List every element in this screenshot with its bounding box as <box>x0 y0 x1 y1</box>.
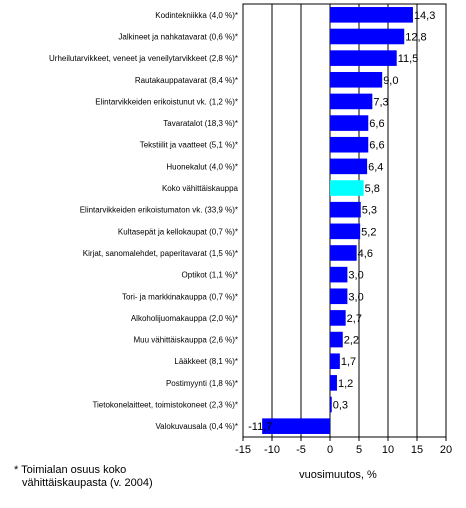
category-label: Elintarvikkeiden erikoistunut vk. (1,2 %… <box>95 97 238 106</box>
bar <box>330 288 348 305</box>
bar <box>330 223 361 240</box>
bar <box>330 245 357 261</box>
plot-frame <box>242 3 447 438</box>
bar <box>330 375 337 391</box>
bar <box>330 136 369 153</box>
category-label: Lääkkeet (8,1 %)* <box>174 357 238 366</box>
bar <box>330 71 383 88</box>
x-tick-label: -10 <box>264 444 280 456</box>
category-label: Elintarvikkeiden erikoistumaton vk. (33,… <box>80 206 238 215</box>
x-tick-label: 20 <box>440 444 452 456</box>
bar <box>330 50 397 66</box>
data-label: 12,8 <box>405 31 426 43</box>
data-label: 4,6 <box>358 248 373 260</box>
category-label: Kodintekniikka (4,0 %)* <box>155 11 238 20</box>
category-label: Alkoholijuomakauppa (2,0 %)* <box>131 314 238 323</box>
category-labels: Kodintekniikka (4,0 %)* Jalkineet ja nahk… <box>49 11 239 431</box>
bar <box>330 353 340 370</box>
data-label: 3,0 <box>348 270 363 282</box>
footnote-line-2: vähittäiskaupasta (v. 2004) <box>22 477 153 489</box>
bar <box>330 396 332 413</box>
category-label: Koko vähittäiskauppa <box>162 184 239 193</box>
bar <box>330 266 348 283</box>
bar <box>330 115 369 131</box>
data-label: 3,0 <box>348 291 363 303</box>
category-label: Muu vähittäiskauppa (2,6 %)* <box>134 336 239 345</box>
data-label: 1,2 <box>338 378 353 390</box>
data-label: 9,0 <box>383 75 398 87</box>
data-label: 5,3 <box>362 205 377 217</box>
bar <box>330 158 368 175</box>
x-tick-label: 5 <box>356 444 362 456</box>
footnote: * Toimialan osuus koko vähittäiskaupasta… <box>14 464 153 490</box>
x-tick-label: -5 <box>296 444 306 456</box>
category-label: Huonekalut (4,0 %)* <box>166 162 238 171</box>
data-label: 5,2 <box>361 226 376 238</box>
data-label: 0,3 <box>333 400 348 412</box>
bar <box>330 180 364 196</box>
x-axis-title: vuosimuutos, % <box>299 469 377 481</box>
data-label: 1,7 <box>341 356 356 368</box>
value-labels: 14,3 12,8 11,59,0 7,3 6,6 6,6 6,4 5,8 5,3 5,2 4,6 3… <box>248 10 435 433</box>
category-label: Tekstiilit ja vaatteet (5,1 %)* <box>140 141 238 150</box>
category-label: Urheilutarvikkeet, veneet ja veneilytarv… <box>49 54 238 63</box>
category-label: Tietokonelaitteet, toimistokoneet (2,3 %… <box>92 401 238 410</box>
data-label: 11,5 <box>398 53 419 65</box>
data-label: 7,3 <box>373 96 388 108</box>
x-tick-label: 10 <box>382 444 394 456</box>
gridlines <box>242 3 447 438</box>
x-axis: -15 -10 -5 0 5 10 15 20 <box>235 437 452 456</box>
x-tick-label: 0 <box>327 444 333 456</box>
category-label: Kultasepät ja kellokaupat (0,7 %)* <box>118 227 238 236</box>
x-tick-label: -15 <box>235 444 251 456</box>
data-label: 14,3 <box>414 10 435 22</box>
bar <box>330 28 405 45</box>
x-tick-label: 15 <box>411 444 423 456</box>
category-label: Valokuvausala (0,4 %)* <box>155 422 238 431</box>
bar <box>330 331 343 348</box>
category-label: Postimyynti (1,8 %)* <box>166 379 238 388</box>
bar <box>330 201 361 218</box>
category-label: Optikot (1,1 %)* <box>182 271 238 280</box>
category-label: Tavaratalot (18,3 %)* <box>163 119 238 128</box>
bar <box>262 418 330 434</box>
category-label: Jalkineet ja nahkatavarat (0,6 %)* <box>118 32 238 41</box>
footnote-line-1: * Toimialan osuus koko <box>14 464 127 476</box>
data-label: 6,6 <box>369 140 384 152</box>
bars <box>262 7 413 434</box>
bar <box>330 310 346 326</box>
bar <box>330 93 373 110</box>
category-label: Rautakauppatavarat (8,4 %)* <box>135 76 238 85</box>
data-label: 2,7 <box>347 313 362 325</box>
data-label: 2,2 <box>344 335 359 347</box>
data-label: 6,4 <box>368 161 383 173</box>
data-label: 5,8 <box>365 183 380 195</box>
category-label: Tori- ja markkinakauppa (0,7 %)* <box>122 292 238 301</box>
data-label: 6,6 <box>369 118 384 130</box>
bar <box>330 7 413 23</box>
category-label: Kirjat, sanomalehdet, paperitavarat (1,5… <box>83 249 238 258</box>
data-label: -11,7 <box>248 421 272 433</box>
